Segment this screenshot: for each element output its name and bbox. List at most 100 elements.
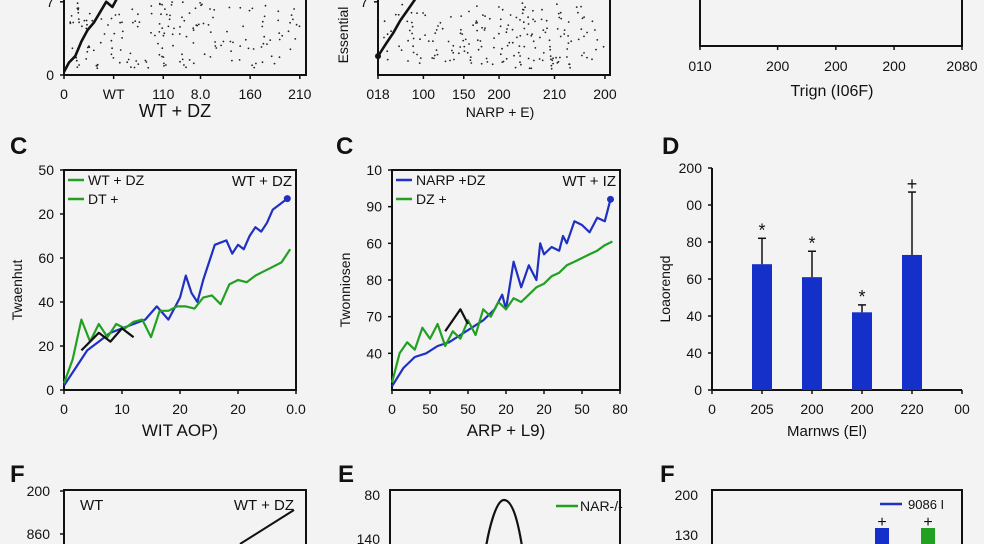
top-mid-scatter-point (569, 66, 571, 69)
top-left-scatter-point (168, 18, 171, 21)
top-left-scatter-point (163, 62, 165, 65)
top-mid-scatter-point (433, 54, 436, 57)
top-left-scatter-point (88, 12, 91, 15)
top-left-scatter-point (242, 25, 245, 28)
top-mid-scatter-point (520, 63, 522, 66)
top-left-scatter-point (251, 7, 254, 10)
F1-series-line (239, 509, 295, 544)
F1-frame (63, 489, 307, 544)
top-left-scatter-point (178, 33, 181, 35)
top-left-scatter-point (183, 64, 185, 66)
top-left-scatter-point (277, 19, 280, 22)
top-mid-scatter-point (566, 56, 568, 58)
top-mid-scatter-point (577, 38, 580, 41)
top-left-scatter-point (220, 44, 223, 47)
top-left-scatter-point (145, 61, 148, 63)
top-mid-scatter-point (563, 33, 566, 35)
top-left-scatter-point (165, 64, 167, 66)
top-mid-scatter-point (549, 45, 551, 48)
top-mid-scatter-point (552, 62, 554, 65)
top-mid-scatter-point (513, 54, 515, 57)
top-right-xtick-label: 2080 (946, 58, 977, 74)
top-left-scatter-point (163, 65, 165, 67)
top-mid-scatter-point (477, 48, 480, 51)
top-mid-scatter-point (556, 62, 559, 64)
top-mid-scatter-point (551, 59, 554, 62)
top-mid-scatter-point (507, 24, 510, 26)
top-left-scatter-point (138, 21, 141, 23)
C2-ytick-label: 70 (366, 309, 382, 325)
top-left-scatter-point (121, 21, 123, 24)
top-mid-xtick-label: 200 (593, 86, 617, 102)
top-left-scatter-point (133, 66, 136, 69)
top-left-scatter-point (261, 20, 264, 23)
top-mid-scatter-point (506, 44, 509, 47)
top-left-scatter-point (159, 3, 161, 6)
top-mid-scatter-point (532, 40, 535, 43)
top-mid-scatter-point (486, 61, 489, 63)
top-left-scatter-point (157, 42, 159, 45)
top-left-scatter-point (100, 18, 103, 20)
top-left-scatter-point (91, 19, 94, 22)
top-mid-scatter-point (434, 32, 437, 34)
C1-ytick-label: 0 (46, 382, 54, 398)
top-left-scatter-point (78, 21, 80, 24)
top-mid-scatter-point (458, 52, 460, 55)
top-mid-scatter-point (499, 18, 502, 21)
top-mid-scatter-point (527, 57, 530, 60)
top-mid-scatter-point (567, 21, 570, 23)
top-mid-scatter-point (482, 14, 484, 16)
top-left-scatter-point (103, 33, 106, 35)
top-mid-scatter-point (559, 56, 561, 59)
top-left-scatter-point (135, 60, 138, 62)
top-left-scatter-point (247, 47, 250, 50)
top-left-scatter-point (179, 26, 181, 28)
top-left-scatter-point (71, 47, 74, 50)
top-mid-scatter-point (463, 50, 466, 52)
top-left-scatter-point (162, 56, 165, 58)
top-mid-scatter-point (542, 52, 545, 54)
top-mid-scatter-point (475, 22, 477, 24)
top-left-scatter-point (252, 48, 255, 50)
D-ytick-label: 80 (686, 234, 702, 250)
top-mid-scatter-point (439, 21, 442, 24)
top-mid-scatter-point (515, 16, 518, 19)
top-mid-scatter-point (586, 31, 588, 34)
top-mid-scatter-point (540, 18, 543, 21)
F1-annotation-left: WT (80, 497, 103, 514)
top-mid-scatter-point (476, 39, 479, 42)
top-mid-scatter-point (552, 57, 554, 60)
top-mid-scatter-point (412, 51, 415, 54)
top-mid-scatter-point (559, 35, 562, 38)
top-mid-scatter-point (550, 64, 553, 67)
top-left-scatter-point (215, 47, 218, 49)
top-mid-scatter-point (527, 23, 530, 25)
top-left-scatter-point (269, 39, 272, 41)
top-left-scatter-point (150, 31, 152, 34)
top-left-scatter-point (244, 38, 247, 41)
C2-xtick-label: 50 (574, 401, 590, 417)
top-mid-scatter-point (469, 56, 472, 58)
top-mid-scatter-point (424, 34, 426, 36)
D-significance-marker-1: * (758, 220, 765, 240)
top-mid-scatter-point (459, 46, 462, 48)
top-mid-scatter-point (444, 60, 447, 63)
top-mid-scatter-point (480, 45, 483, 48)
top-mid-scatter-point (514, 66, 517, 69)
top-left-scatter-point (209, 31, 212, 33)
F2-ytick-label: 130 (675, 527, 699, 543)
C1-ytick-label: 20 (38, 338, 54, 354)
top-left-scatter-point (119, 49, 122, 51)
top-mid-ylabel: Essential (335, 7, 351, 64)
top-left-scatter-point (181, 16, 183, 19)
top-mid-scatter-point (386, 33, 389, 36)
top-mid-scatter-point (436, 53, 439, 56)
top-left-scatter-point (273, 62, 276, 65)
top-left-scatter-point (185, 35, 188, 38)
C2-ylabel: Twonniosen (337, 253, 353, 328)
top-mid-scatter-point (517, 51, 520, 54)
top-left-scatter-point (222, 40, 225, 43)
D-xtick-label: 220 (900, 401, 924, 417)
C2-legend-label: DZ + (416, 191, 447, 207)
